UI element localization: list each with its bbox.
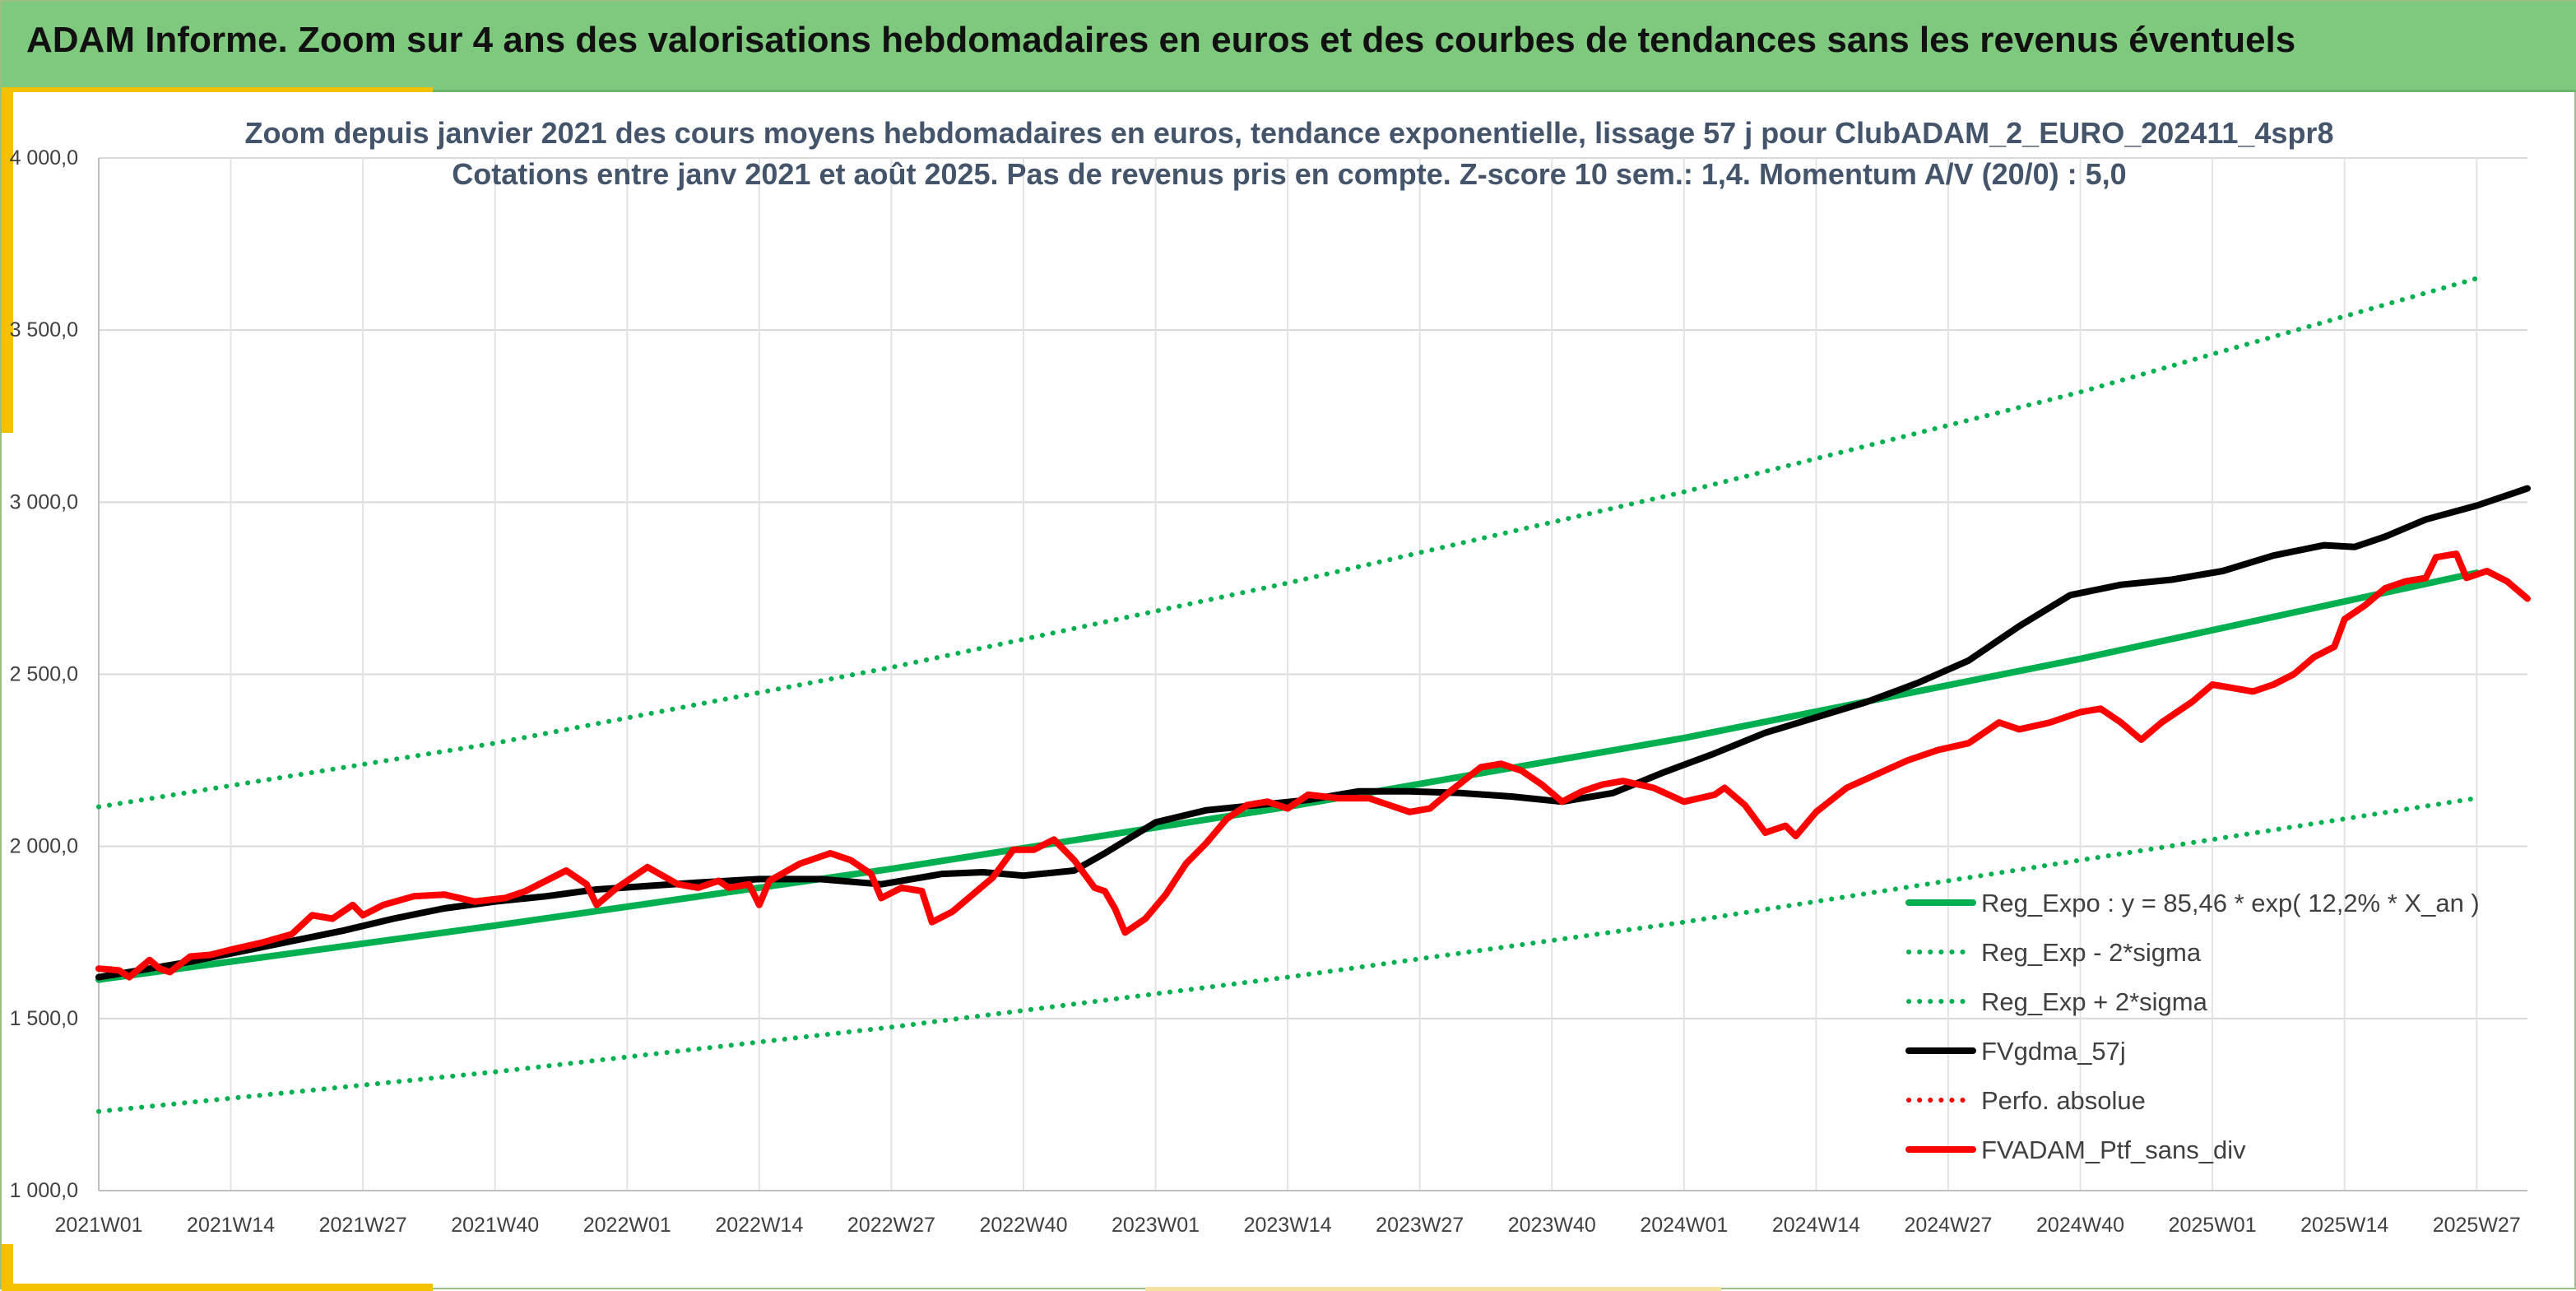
legend-label: Perfo. absolue [1981, 1086, 2146, 1115]
x-tick-label: 2025W27 [2433, 1214, 2521, 1237]
axes: 1 000,0 1 500,0 2 000,0 2 500,0 3 000,0 3 500… [10, 146, 2527, 1237]
y-tick-label: 3 500,0 [10, 318, 78, 341]
legend-label: FVgdma_57j [1981, 1037, 2126, 1066]
accent-bar-bottom [13, 1284, 433, 1291]
chart-title-line-2: Cotations entre janv 2021 et août 2025. … [452, 157, 2126, 191]
report-title: ADAM Informe. Zoom sur 4 ans des valoris… [26, 20, 2296, 60]
x-tick-label: 2021W40 [451, 1214, 539, 1237]
x-tick-label: 2024W27 [1904, 1214, 1992, 1237]
y-tick-label: 1 000,0 [10, 1179, 78, 1202]
x-tick-label: 2022W01 [583, 1214, 671, 1237]
x-tick-label: 2024W40 [2036, 1214, 2124, 1237]
legend-label: Reg_Expo : y = 85,46 * exp( 12,2% * X_an… [1981, 889, 2480, 917]
grid [98, 157, 2527, 1191]
x-tick-label: 2021W14 [187, 1214, 275, 1237]
y-tick-label: 2 500,0 [10, 663, 78, 686]
y-tick-label: 2 000,0 [10, 835, 78, 858]
accent-bar-top [13, 87, 433, 92]
x-tick-label: 2022W27 [847, 1214, 935, 1237]
series-reg-exp-2-sigma [96, 276, 2480, 810]
report-banner: ADAM Informe. Zoom sur 4 ans des valoris… [2, 2, 2576, 92]
series-reg-exp-2-sigma [96, 796, 2480, 1114]
x-tick-label: 2024W01 [1640, 1214, 1728, 1237]
legend: Reg_Expo : y = 85,46 * exp( 12,2% * X_an… [1905, 889, 2480, 1164]
x-tick-label: 2023W14 [1244, 1214, 1332, 1237]
chart-title-line-1: Zoom depuis janvier 2021 des cours moyen… [245, 116, 2334, 150]
x-tick-label: 2023W01 [1112, 1214, 1200, 1237]
legend-label: Reg_Exp + 2*sigma [1981, 987, 2208, 1016]
chart-title: Zoom depuis janvier 2021 des cours moyen… [245, 116, 2334, 191]
y-tick-label: 1 500,0 [10, 1007, 78, 1030]
y-tick-label: 3 000,0 [10, 490, 78, 513]
series-fvadam-ptf-sans-div [95, 550, 2531, 981]
accent-bar-left [2, 87, 13, 433]
legend-label: FVADAM_Ptf_sans_div [1981, 1135, 2246, 1164]
series-lines [95, 276, 2531, 1114]
x-tick-label: 2022W14 [715, 1214, 803, 1237]
legend-label: Reg_Exp - 2*sigma [1981, 938, 2202, 967]
x-tick-label: 2025W14 [2300, 1214, 2388, 1237]
x-tick-label: 2023W27 [1376, 1214, 1464, 1237]
x-tick-label: 2023W40 [1508, 1214, 1596, 1237]
accent-bar-left-bottom [2, 1244, 13, 1291]
x-tick-label: 2021W27 [319, 1214, 407, 1237]
x-tick-label: 2024W14 [1772, 1214, 1860, 1237]
x-tick-label: 2025W01 [2169, 1214, 2257, 1237]
valuation-chart: 1 000,0 1 500,0 2 000,0 2 500,0 3 000,0 3 500… [10, 116, 2531, 1237]
x-tick-label: 2022W40 [979, 1214, 1067, 1237]
x-tick-label: 2021W01 [54, 1214, 142, 1237]
y-tick-label: 4 000,0 [10, 146, 78, 170]
